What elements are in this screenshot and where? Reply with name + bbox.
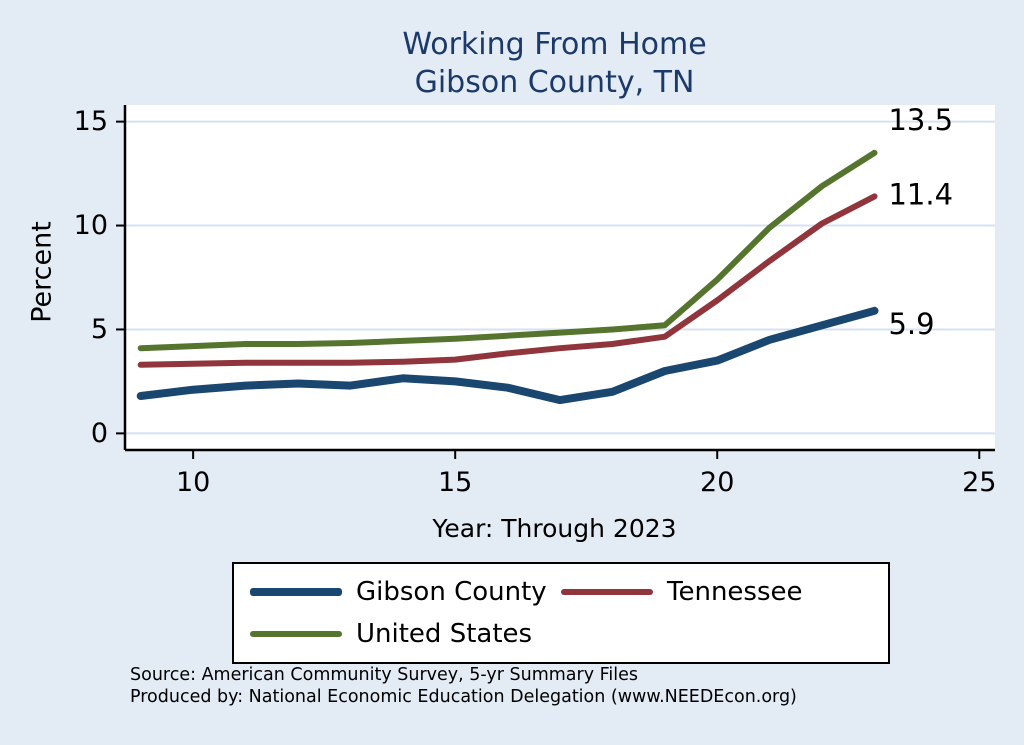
legend-item-tennessee: Tennessee [561,577,872,607]
legend-label-tennessee: Tennessee [667,577,803,607]
legend-swatch-gibson-county [250,588,342,596]
legend-label-gibson-county: Gibson County [356,577,547,607]
chart-title: Working From Home Gibson County, TN [105,26,1004,102]
x-tick-label-20: 20 [700,467,734,498]
chart-title-line2: Gibson County, TN [414,65,695,100]
legend-label-united-states: United States [356,619,533,649]
legend: Gibson County Tennessee United States [232,562,890,664]
y-tick-label-10: 10 [74,210,108,241]
legend-item-united-states: United States [250,619,561,649]
x-tick-label-15: 15 [438,467,472,498]
plot-area: 0 5 10 15 10 15 20 25 5.9 11.4 13.5 [74,103,997,498]
line-gibson-county [136,306,879,405]
line-united-states [137,149,878,352]
chart-title-line1: Working From Home [402,27,707,62]
legend-swatch-tennessee [561,589,653,595]
source-note: Source: American Community Survey, 5-yr … [130,664,797,708]
plot-background [125,105,995,450]
end-label-gibson-county: 5.9 [888,307,934,341]
source-line2: Produced by: National Economic Education… [130,687,797,707]
end-label-united-states: 13.5 [888,103,953,137]
y-tick-label-5: 5 [91,314,108,345]
y-tick-label-0: 0 [91,418,108,449]
y-tick-label-15: 15 [74,106,108,137]
line-tennessee [137,193,878,368]
legend-swatch-united-states [250,631,342,637]
source-line1: Source: American Community Survey, 5-yr … [130,665,639,685]
legend-item-gibson-county: Gibson County [250,577,561,607]
x-tick-label-10: 10 [176,467,210,498]
end-label-tennessee: 11.4 [888,177,953,211]
x-tick-label-25: 25 [962,467,996,498]
x-axis-label: Year: Through 2023 [432,514,677,543]
